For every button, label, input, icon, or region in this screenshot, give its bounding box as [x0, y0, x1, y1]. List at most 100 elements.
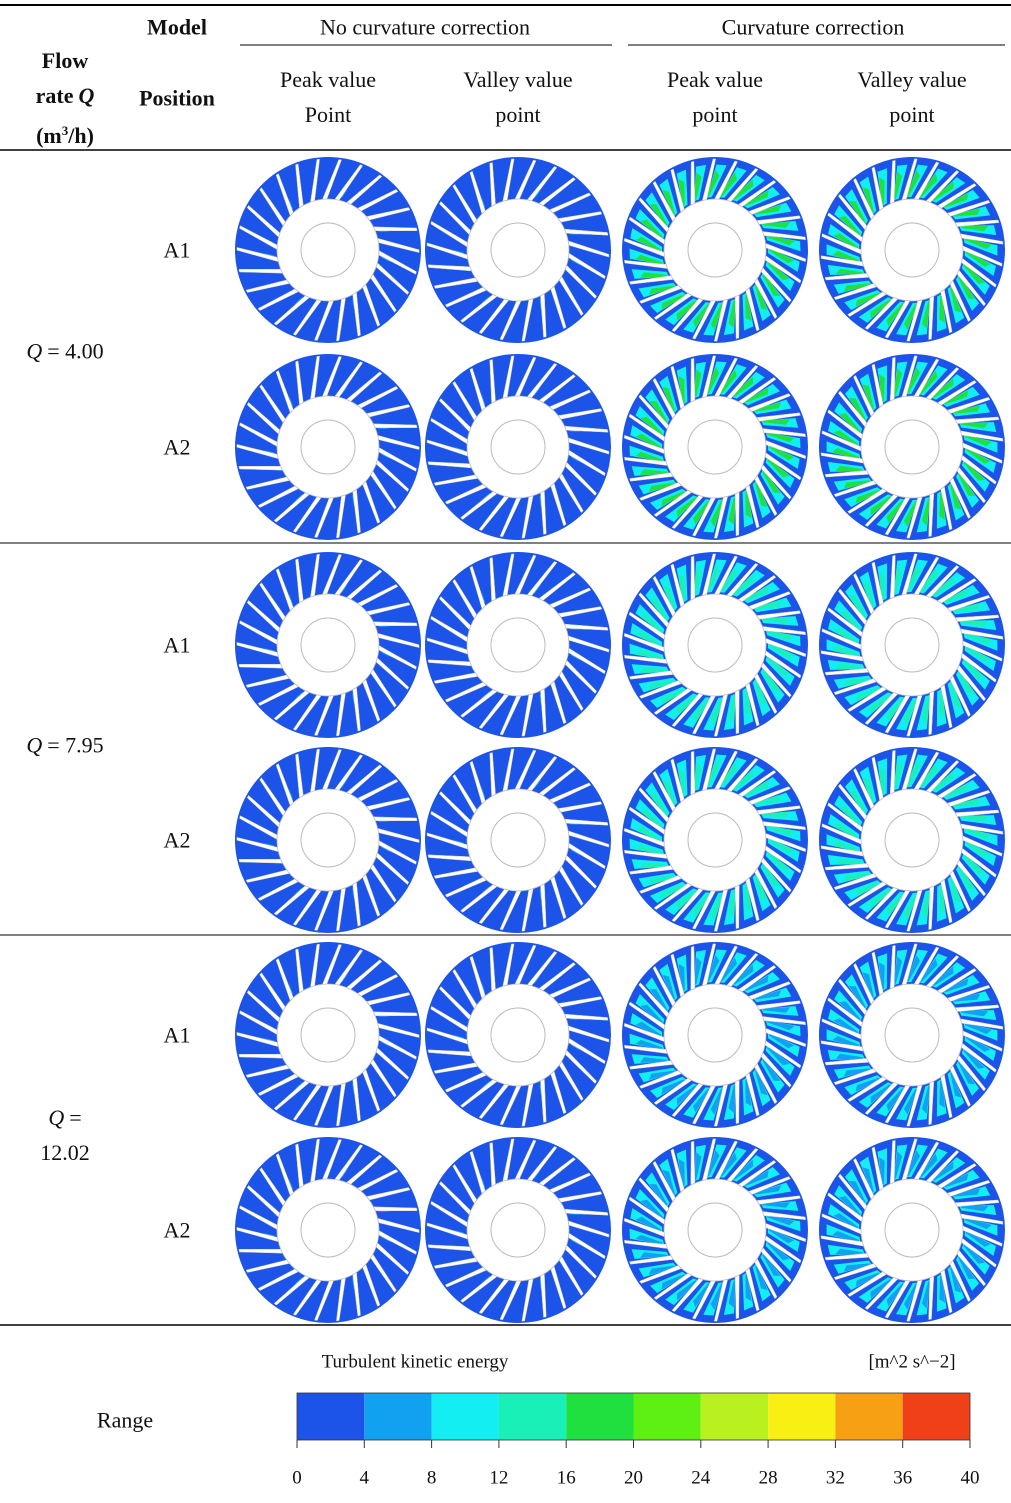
- colorbar-segment: [768, 1393, 835, 1440]
- impeller-plot: [819, 354, 1005, 540]
- blade: [735, 1079, 739, 1124]
- hub-ring: [664, 1179, 766, 1281]
- column-header-line: Peak value: [667, 67, 763, 92]
- hub-ring: [467, 789, 569, 891]
- page: Model No curvature correction Curvature …: [0, 0, 1011, 1503]
- flow-label: Q= 12.02: [29, 1100, 101, 1170]
- colorbar-tick-label: 4: [360, 1461, 370, 1496]
- colorbar-tick-label: 36: [893, 1461, 912, 1496]
- impeller-plot: [819, 747, 1005, 933]
- hub-ring: [664, 396, 766, 498]
- blade: [691, 556, 695, 601]
- colorbar-segment: [835, 1393, 902, 1440]
- header-symbol: Q: [78, 83, 94, 108]
- position-label: A1: [164, 233, 191, 268]
- hub-ring: [861, 594, 963, 696]
- flow-header: Flow rateQ (m3/h): [36, 43, 95, 153]
- colorbar-segment: [903, 1393, 970, 1440]
- impeller-plot: [622, 552, 808, 738]
- impeller-plot: [425, 1137, 611, 1323]
- blade: [735, 689, 739, 734]
- position-label: A2: [164, 823, 191, 858]
- colorbar-unit: [m^2 s^−2]: [868, 1345, 955, 1380]
- impeller-plot: [819, 157, 1005, 343]
- colorbar-segment: [432, 1393, 499, 1440]
- header-text: Flow: [42, 48, 88, 73]
- hub-ring: [664, 199, 766, 301]
- hub-ring: [277, 396, 379, 498]
- impeller-plot: [622, 942, 808, 1128]
- colorbar-tick-label: 40: [961, 1461, 980, 1496]
- impeller-plot: [235, 157, 421, 343]
- impeller-plot: [235, 747, 421, 933]
- hub-ring: [277, 594, 379, 696]
- header-text: rate: [36, 83, 74, 108]
- group-header: No curvature correction: [320, 10, 530, 45]
- column-header-line: Peak value: [280, 67, 376, 92]
- colorbar-segment: [634, 1393, 701, 1440]
- impeller-plot: [819, 1137, 1005, 1323]
- flow-symbol: Q: [26, 338, 42, 363]
- header-text: (m: [36, 123, 62, 148]
- impeller-plot: [622, 1137, 808, 1323]
- impeller-plot: [425, 552, 611, 738]
- impeller-plot: [235, 354, 421, 540]
- flow-symbol: Q: [48, 1105, 64, 1130]
- blade: [735, 491, 739, 536]
- hub-ring: [467, 199, 569, 301]
- blade: [691, 1141, 695, 1186]
- colorbar-segment: [701, 1393, 768, 1440]
- position-label: A2: [164, 430, 191, 465]
- hub-ring: [861, 789, 963, 891]
- position-label: A1: [164, 1018, 191, 1053]
- position-label: A2: [164, 1213, 191, 1248]
- hub-ring: [277, 199, 379, 301]
- impeller-plot: [819, 942, 1005, 1128]
- impeller-plot: [425, 354, 611, 540]
- colorbar-segment: [499, 1393, 566, 1440]
- impeller-plot: [235, 1137, 421, 1323]
- impeller-plot: [425, 157, 611, 343]
- flow-label: Q= 7.95: [5, 727, 125, 762]
- flow-symbol: Q: [26, 732, 42, 757]
- blade: [735, 1274, 739, 1319]
- column-header: Peak value Point: [280, 62, 376, 132]
- hub-ring: [467, 984, 569, 1086]
- blade: [735, 294, 739, 339]
- hub-ring: [664, 594, 766, 696]
- flow-value: = 7.95: [47, 732, 103, 757]
- hub-ring: [467, 1179, 569, 1281]
- column-header-line: point: [495, 102, 540, 127]
- impeller-plot: [622, 747, 808, 933]
- header-text: /h): [68, 123, 94, 148]
- colorbar-tick-label: 12: [489, 1461, 508, 1496]
- column-header: Peak value point: [667, 62, 763, 132]
- range-label: Range: [97, 1403, 153, 1438]
- column-header-line: point: [889, 102, 934, 127]
- colorbar-tick-label: 24: [691, 1461, 710, 1496]
- position-header: Position: [139, 81, 215, 116]
- hub-ring: [277, 789, 379, 891]
- hub-ring: [467, 396, 569, 498]
- hub-ring: [861, 396, 963, 498]
- hub-ring: [861, 984, 963, 1086]
- column-header-line: point: [692, 102, 737, 127]
- group-header: Curvature correction: [722, 10, 905, 45]
- hub-ring: [277, 1179, 379, 1281]
- hub-ring: [664, 984, 766, 1086]
- colorbar-tick-label: 32: [826, 1461, 845, 1496]
- blade: [691, 751, 695, 796]
- blade: [691, 358, 695, 403]
- column-header: Valley valuepoint: [463, 62, 572, 132]
- figure-layer: [0, 0, 1011, 1503]
- colorbar-segment: [297, 1393, 364, 1440]
- impeller-plot: [819, 552, 1005, 738]
- impeller-plot: [235, 942, 421, 1128]
- colorbar-title: Turbulent kinetic energy: [322, 1345, 509, 1380]
- colorbar-tick-label: 16: [557, 1461, 576, 1496]
- column-header-line: Point: [305, 102, 351, 127]
- hub-ring: [467, 594, 569, 696]
- colorbar-tick-label: 20: [624, 1461, 643, 1496]
- colorbar-tick-label: 8: [427, 1461, 437, 1496]
- blade: [691, 161, 695, 206]
